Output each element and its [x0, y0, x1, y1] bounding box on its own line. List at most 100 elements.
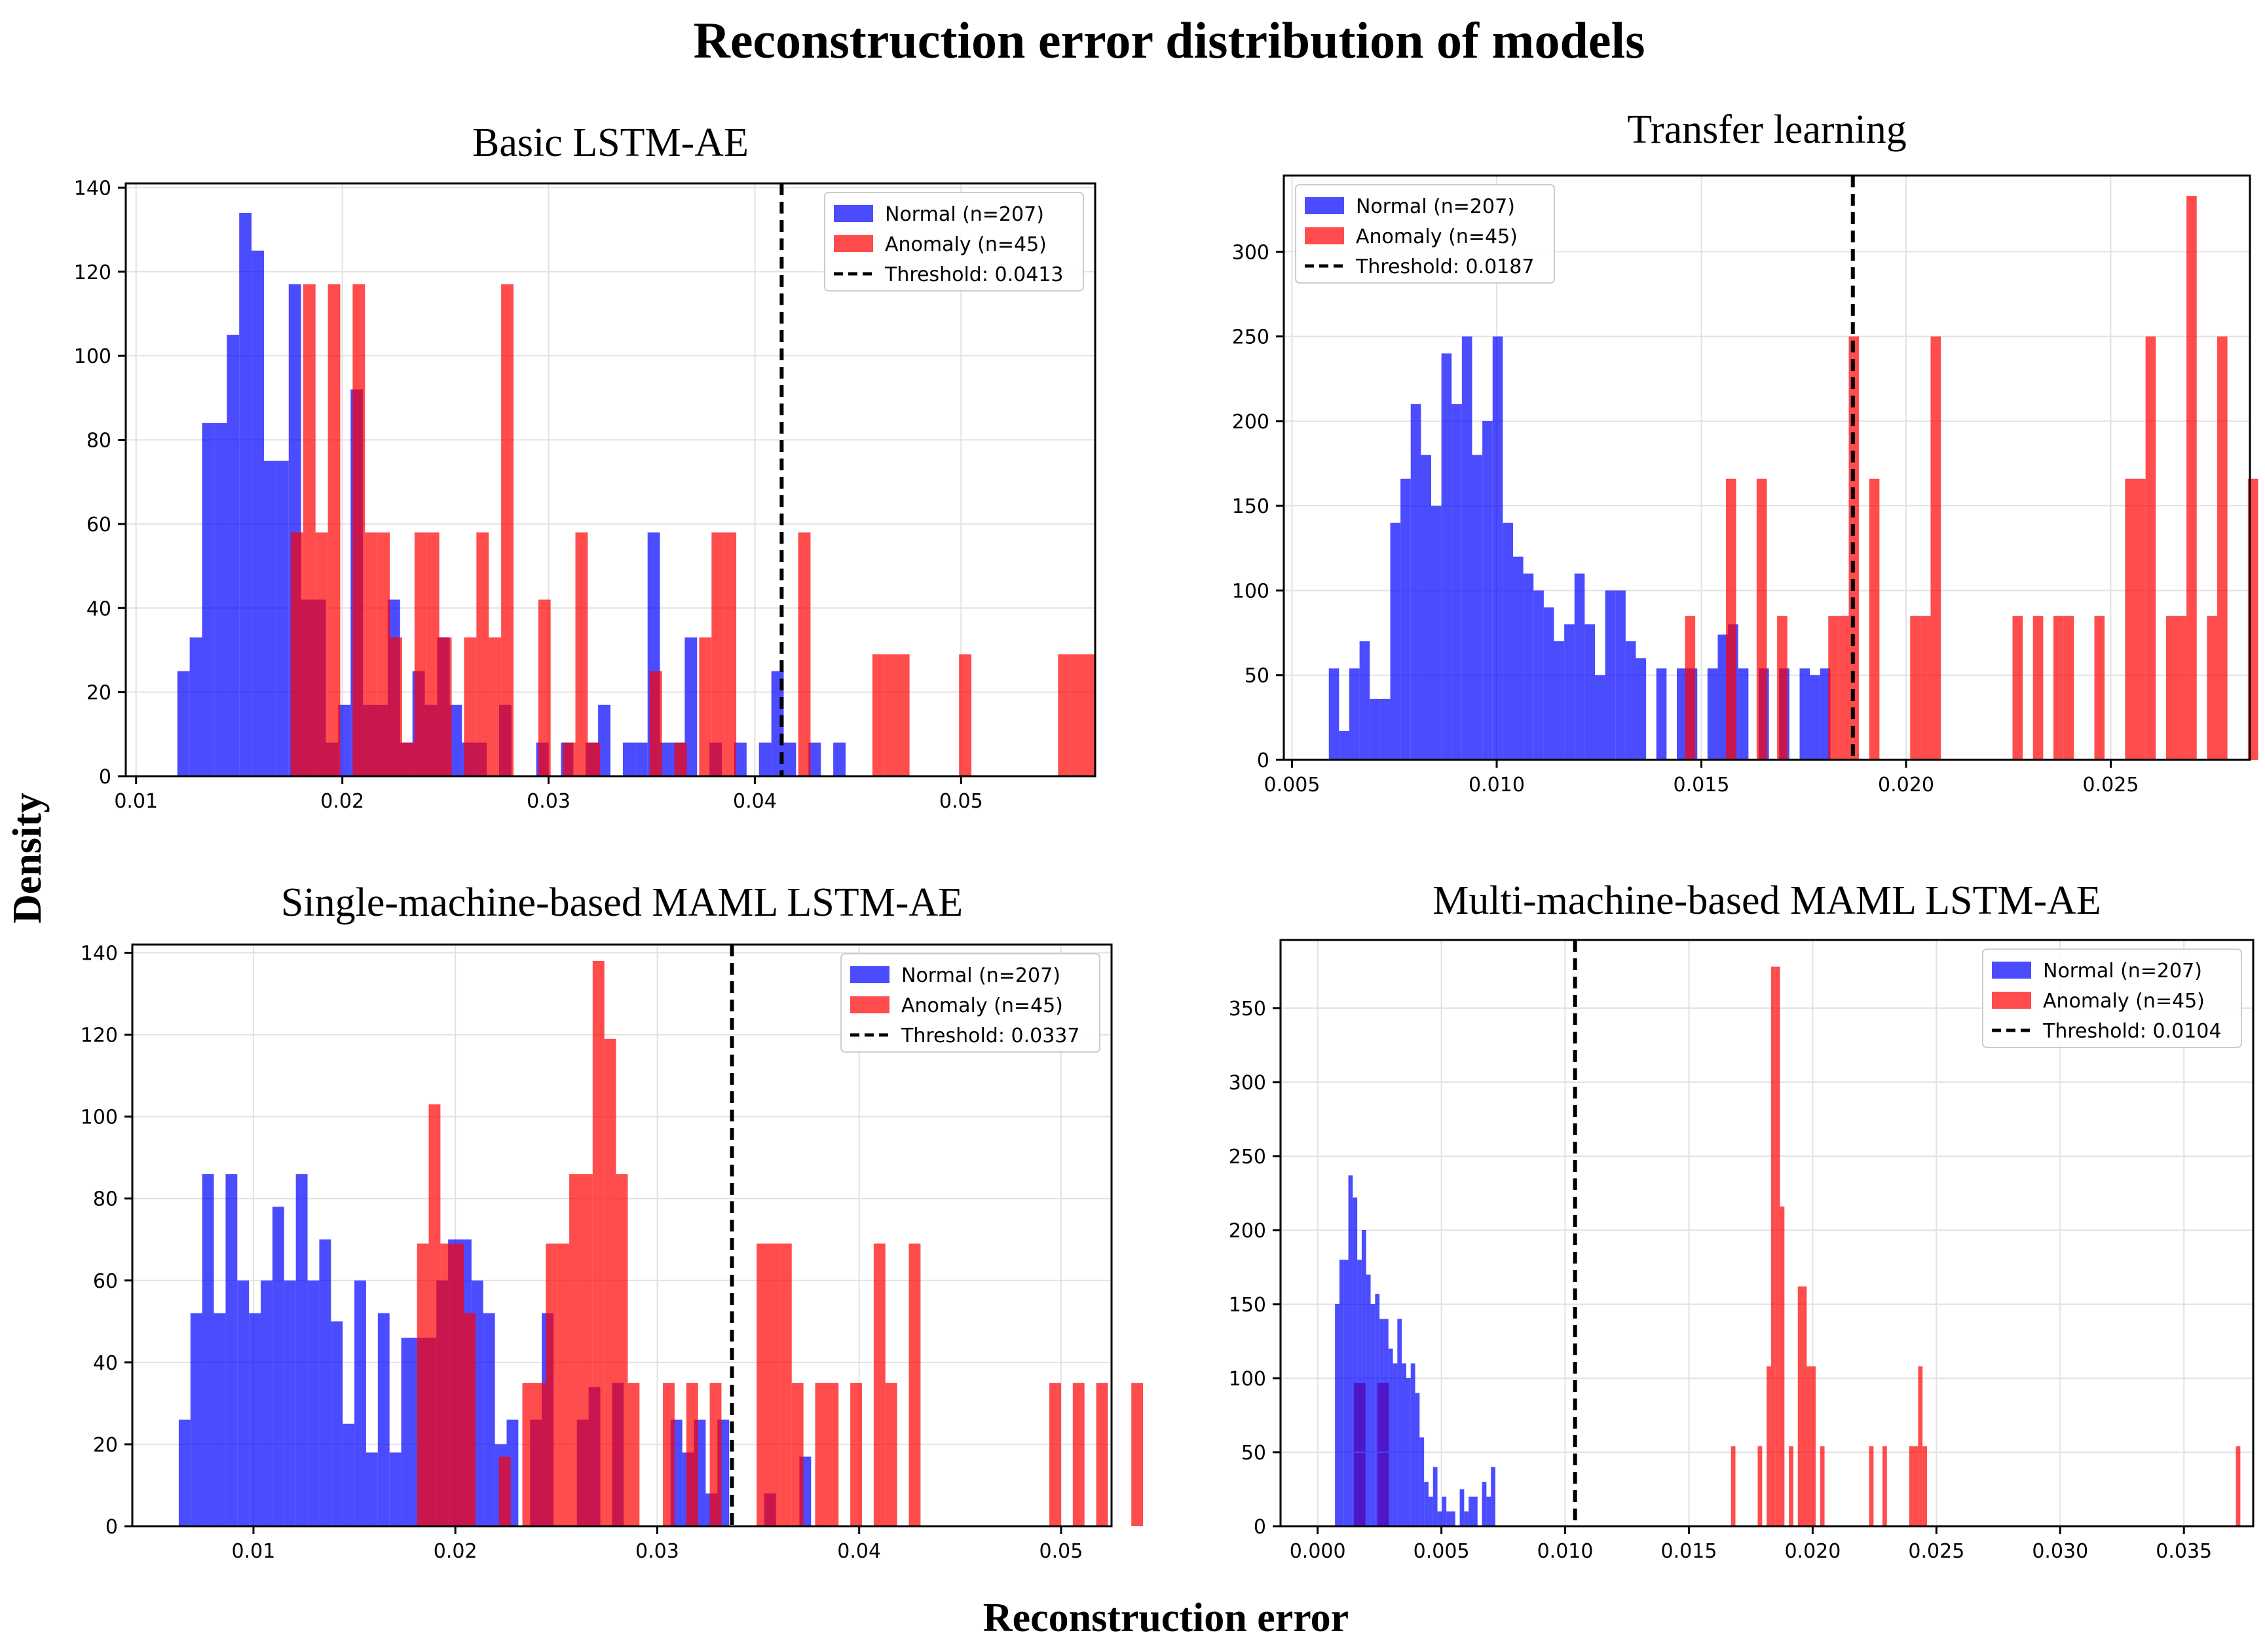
y-tick-label: 250 [1229, 1146, 1266, 1169]
legend-label: Threshold: 0.0413 [884, 263, 1063, 286]
histogram-bar [1922, 1446, 1927, 1526]
histogram-bar [873, 1243, 886, 1526]
histogram-bar [758, 742, 772, 776]
histogram-bar [783, 742, 796, 776]
histogram-bar [1757, 1446, 1763, 1526]
histogram-bar [1486, 1496, 1491, 1526]
histogram-bar [1361, 1230, 1366, 1526]
histogram-bar [440, 1243, 453, 1526]
histogram-bar [663, 1383, 675, 1526]
histogram-bar [1554, 641, 1565, 760]
y-tick-label: 200 [1229, 1220, 1266, 1243]
histogram-bar [1482, 421, 1493, 760]
histogram-bar [263, 460, 276, 776]
histogram-bar [635, 742, 648, 776]
histogram-bar [1869, 1446, 1874, 1526]
histogram-bar [1446, 1511, 1451, 1526]
histogram-bar [1096, 1383, 1108, 1526]
histogram-bar [2207, 616, 2217, 760]
histogram-bar [2236, 1446, 2241, 1526]
histogram-bar [1482, 1482, 1487, 1526]
histogram-bar [1370, 1304, 1376, 1526]
histogram-bar [1348, 1175, 1353, 1526]
histogram-bar [1370, 698, 1380, 760]
x-tick-label: 0.04 [837, 1540, 881, 1563]
histogram-bar [284, 1280, 296, 1526]
histogram-bar [1595, 675, 1605, 760]
x-tick-label: 0.03 [527, 790, 571, 813]
histogram-bar [872, 654, 885, 776]
histogram-bar [426, 532, 440, 776]
histogram-bar [1811, 1366, 1816, 1526]
histogram-bar [1410, 404, 1421, 760]
histogram-bar [449, 704, 462, 776]
histogram-bar [1339, 731, 1349, 760]
histogram-bar [489, 637, 502, 776]
legend-swatch-anomaly [1992, 992, 2031, 1009]
histogram-bar [1777, 616, 1788, 760]
legend: Normal (n=207) Anomaly (n=45) Threshold: 0… [824, 192, 1084, 291]
histogram-bar [1472, 1496, 1478, 1526]
histogram-bar [1806, 1366, 1812, 1526]
x-tick-label: 0.000 [1290, 1540, 1346, 1563]
chart-basic-lstm-ae: Basic LSTM-AE 0.01 0.02 0.03 0.04 0.05 0 20 40 60… [74, 121, 1096, 813]
histogram-bar [1072, 1383, 1085, 1526]
histogram-bar [1533, 590, 1544, 760]
histogram-bar [1393, 1363, 1398, 1526]
legend-swatch-anomaly [834, 235, 873, 252]
histogram-bar [850, 1383, 863, 1526]
histogram-bar [1070, 654, 1083, 776]
chart-title: Basic LSTM-AE [472, 121, 749, 165]
y-tick-label: 300 [1232, 241, 1269, 264]
x-tick-label: 0.025 [2083, 774, 2139, 797]
x-tick-label: 0.01 [232, 1540, 276, 1563]
histogram-bar [1780, 1206, 1785, 1526]
y-tick-label: 80 [93, 1188, 118, 1211]
y-tick-label: 20 [93, 1434, 118, 1457]
histogram-bar [202, 1174, 214, 1526]
histogram-bar [1058, 654, 1071, 776]
x-tick-label: 0.01 [114, 790, 158, 813]
histogram-bar [178, 1419, 191, 1526]
histogram-bar [1379, 1319, 1384, 1526]
histogram-bar [709, 1383, 722, 1526]
histogram-bar [202, 422, 215, 776]
histogram-bar [428, 1104, 441, 1526]
x-tick-label: 0.030 [2032, 1540, 2088, 1563]
histogram-bar [401, 1338, 413, 1526]
histogram-bar [2032, 616, 2044, 760]
histogram-bar [377, 532, 390, 776]
chart-title: Transfer learning [1627, 107, 1906, 152]
histogram-bar [214, 422, 227, 776]
histogram-bar [237, 1280, 250, 1526]
histogram-bar [2125, 478, 2135, 760]
legend-label: Normal (n=207) [901, 964, 1060, 987]
anomaly-series [1731, 966, 1927, 1526]
histogram-bar [402, 742, 415, 776]
histogram-bar [1882, 1446, 1887, 1526]
histogram-bar [779, 1243, 792, 1526]
legend-swatch-normal [834, 205, 873, 222]
histogram-bar [1339, 1260, 1344, 1526]
y-tick-label: 250 [1232, 326, 1269, 349]
histogram-bar [483, 1313, 495, 1526]
histogram-bar [1574, 573, 1585, 760]
histogram-bar [331, 1321, 343, 1526]
histogram-bar [734, 742, 747, 776]
y-tick-label: 60 [93, 1270, 118, 1293]
histogram-bar [1357, 1260, 1362, 1526]
histogram-bar [1049, 1383, 1061, 1526]
histogram-bar [252, 250, 264, 776]
histogram-bar [1083, 654, 1095, 776]
histogram-bar [833, 742, 846, 776]
histogram-bar [1615, 590, 1626, 760]
histogram-bar [1605, 590, 1616, 760]
y-tick-label: 50 [1245, 665, 1269, 688]
legend: Normal (n=207) Anomaly (n=45) Threshold: 0… [1982, 948, 2242, 1048]
histogram-bar [1820, 668, 1831, 760]
y-tick-label: 150 [1229, 1294, 1266, 1317]
histogram-bar [1442, 1496, 1447, 1526]
histogram-bar [177, 671, 190, 776]
histogram-bar [1677, 668, 1687, 760]
